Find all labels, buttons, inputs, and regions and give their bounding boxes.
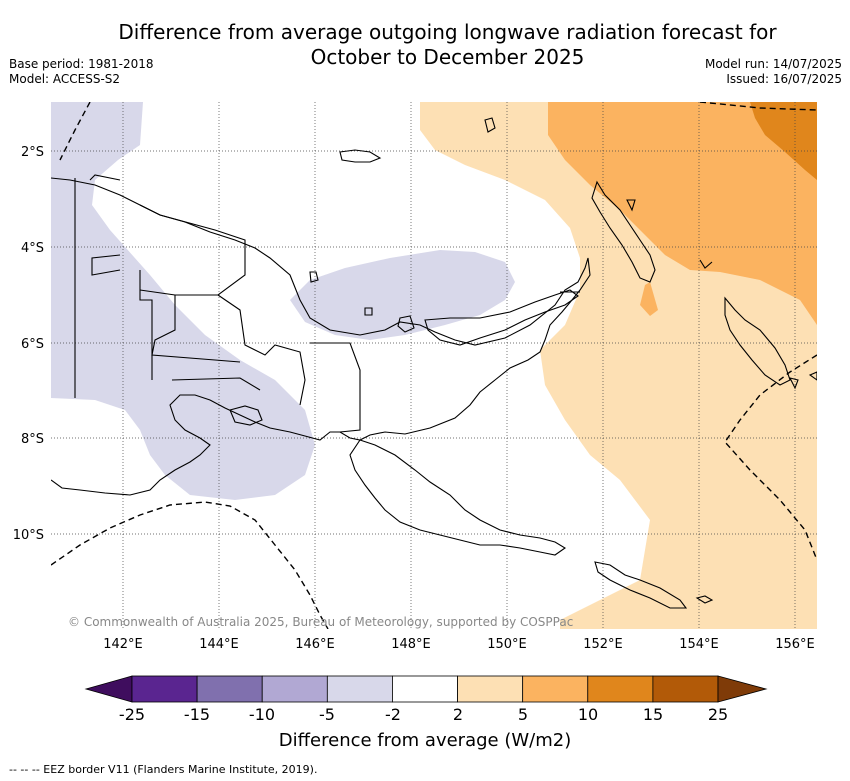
colorbar xyxy=(84,675,768,703)
eez-border xyxy=(51,102,817,629)
lon-label: 154°E xyxy=(679,637,719,652)
lon-label: 156°E xyxy=(775,637,815,652)
colorbar-title: Difference from average (W/m2) xyxy=(278,730,572,751)
eez-legend-note: -- -- -- EEZ border V11 (Flanders Marine… xyxy=(9,763,318,776)
lat-label: 8°S xyxy=(21,432,44,447)
lon-label: 150°E xyxy=(487,637,527,652)
colorbar-label: 2 xyxy=(452,705,464,724)
colorbar-segments xyxy=(131,675,719,703)
colorbar-segment xyxy=(196,675,263,703)
coastlines xyxy=(51,117,817,609)
lon-label: 144°E xyxy=(199,637,239,652)
lon-label: 148°E xyxy=(391,637,431,652)
colorbar-min-arrow xyxy=(84,675,133,703)
colorbar-segment xyxy=(131,675,198,703)
anomaly-positive-mid-small xyxy=(640,282,658,316)
lat-label: 4°S xyxy=(21,241,44,256)
map-title: Difference from average outgoing longwav… xyxy=(60,20,835,70)
copyright-notice: © Commonwealth of Australia 2025, Bureau… xyxy=(68,615,573,629)
lat-label: 6°S xyxy=(21,337,44,352)
colorbar-segment xyxy=(587,675,654,703)
colorbar-label: 15 xyxy=(642,705,664,724)
colorbar-segment xyxy=(652,675,719,703)
latitude-labels: 2°S 4°S 6°S 8°S 10°S xyxy=(13,145,44,543)
title-line-1: Difference from average outgoing longwav… xyxy=(118,20,777,44)
run-info: Model run: 14/07/2025 Issued: 16/07/2025 xyxy=(705,57,842,87)
colorbar-label: -15 xyxy=(183,705,211,724)
base-period: Base period: 1981-2018 xyxy=(9,57,154,71)
title-line-2: October to December 2025 xyxy=(310,45,585,69)
lon-label: 142°E xyxy=(103,637,143,652)
colorbar-label: 5 xyxy=(517,705,529,724)
colorbar-segment xyxy=(457,675,524,703)
graticule xyxy=(51,102,817,629)
issued-date: Issued: 16/07/2025 xyxy=(726,72,842,86)
lon-label: 146°E xyxy=(295,637,335,652)
longitude-labels: 142°E 144°E 146°E 148°E 150°E 152°E 154°… xyxy=(103,637,815,652)
colorbar-max-arrow xyxy=(717,675,768,703)
colorbar-label: -10 xyxy=(248,705,276,724)
base-period-info: Base period: 1981-2018 Model: ACCESS-S2 xyxy=(9,57,154,87)
colorbar-segment xyxy=(392,675,458,703)
colorbar-label: 10 xyxy=(577,705,599,724)
model-run: Model run: 14/07/2025 xyxy=(704,57,842,71)
colorbar-segment xyxy=(522,675,589,703)
colorbar-segment xyxy=(326,675,393,703)
colorbar-label: -5 xyxy=(319,705,335,724)
anomaly-negative-west xyxy=(51,102,315,500)
colorbar-label: 25 xyxy=(707,705,729,724)
anomaly-positive-strong xyxy=(750,102,817,180)
lat-label: 2°S xyxy=(21,145,44,160)
colorbar-label: -2 xyxy=(385,705,401,724)
model-name: Model: ACCESS-S2 xyxy=(9,72,121,86)
colorbar-label: -25 xyxy=(118,705,146,724)
lat-label: 10°S xyxy=(13,528,44,543)
lon-label: 152°E xyxy=(583,637,623,652)
map-area xyxy=(51,102,817,629)
colorbar-segment xyxy=(261,675,328,703)
anomaly-positive-mid xyxy=(548,102,817,325)
